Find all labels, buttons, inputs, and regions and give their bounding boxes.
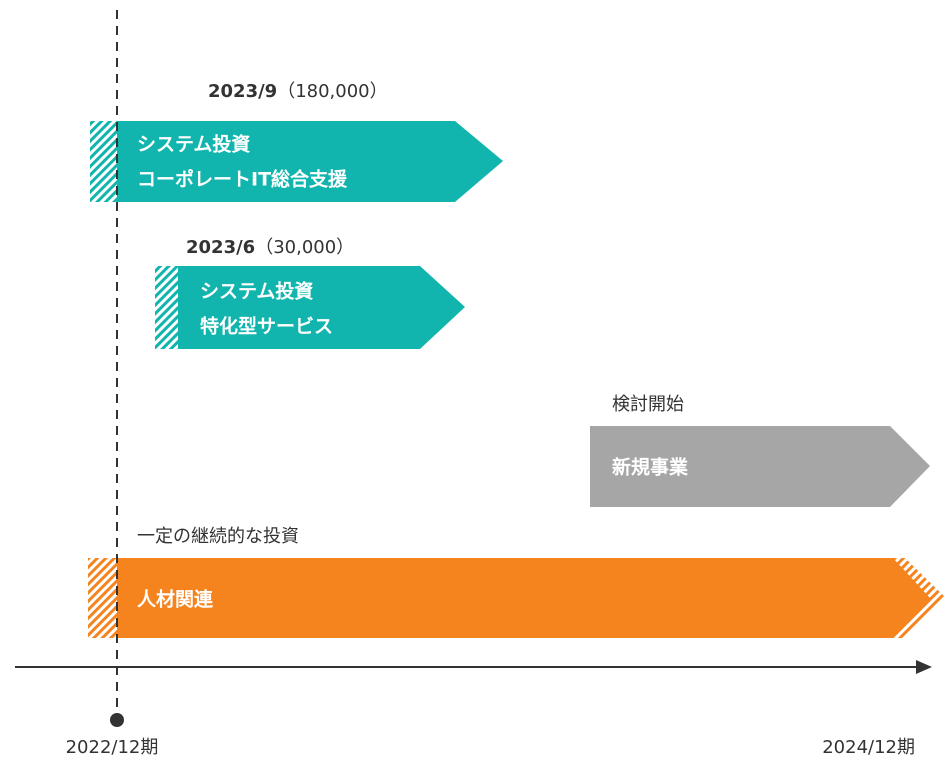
bar-label: 一定の継続的な投資 (137, 526, 299, 547)
amount: （30,000） (255, 237, 354, 258)
bar-label: 2023/9（180,000） (208, 81, 388, 102)
arrow-bar (590, 426, 930, 507)
arrow-bar (117, 558, 930, 638)
bar-text: システム投資 (200, 280, 313, 303)
bar-text: 新規事業 (612, 456, 689, 479)
date: 2023/9 (208, 81, 277, 102)
start-dot (110, 713, 124, 727)
bar-label: 2023/6（30,000） (186, 237, 354, 258)
bar-text: 特化型サービス (200, 315, 333, 338)
bar-text: システム投資 (137, 133, 250, 156)
bar-label: 検討開始 (612, 394, 684, 415)
axis-arrowhead (916, 660, 932, 674)
hatch (90, 121, 117, 202)
hatch (88, 558, 117, 638)
axis-label: 2024/12期 (822, 737, 915, 758)
arrow-bar (178, 266, 465, 349)
amount: （180,000） (277, 81, 387, 102)
hatch (155, 266, 178, 349)
bar-text: コーポレートIT総合支援 (137, 168, 348, 191)
arrow-bar (117, 121, 503, 202)
bar-text: 人材関連 (137, 588, 214, 611)
axis-label: 2022/12期 (66, 737, 159, 758)
date: 2023/6 (186, 237, 255, 258)
